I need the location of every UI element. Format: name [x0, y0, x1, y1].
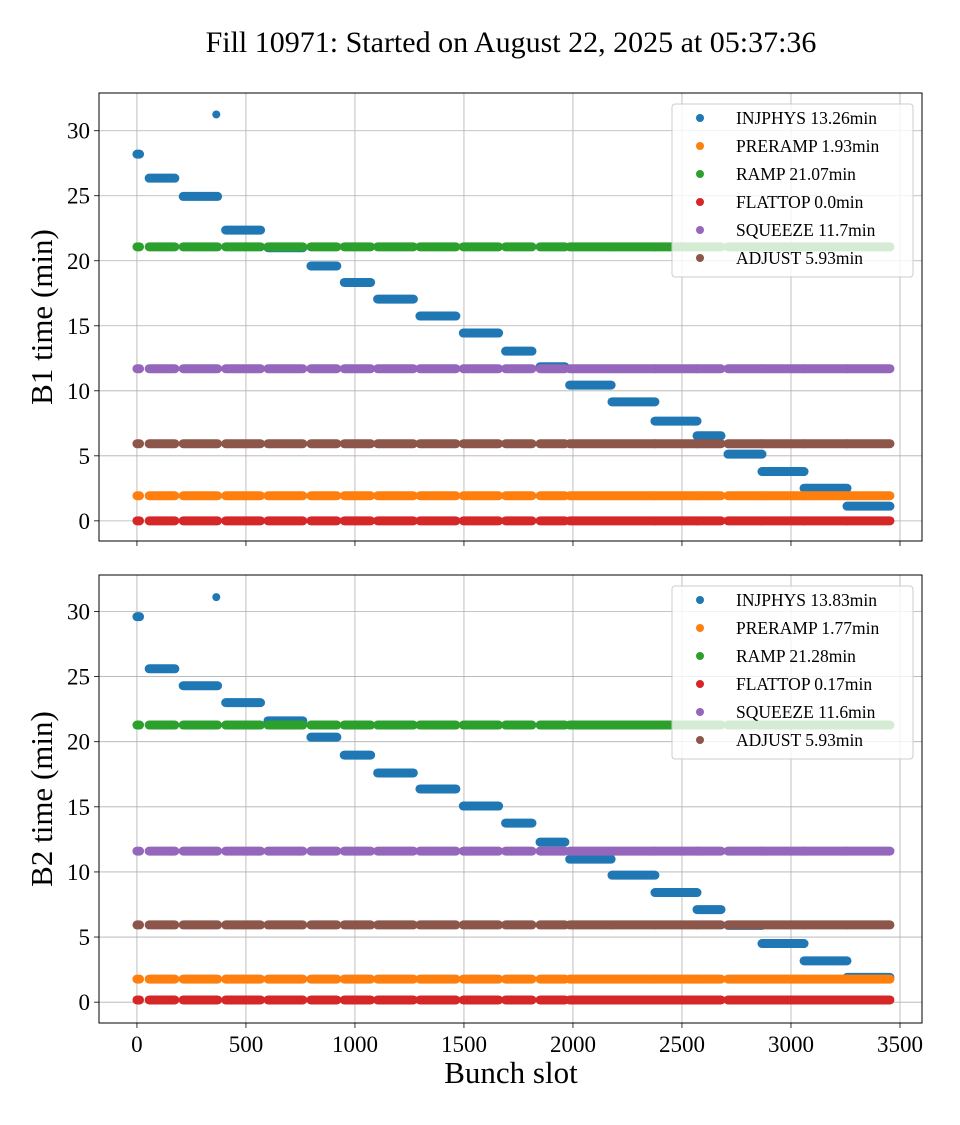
legend-marker: [696, 680, 704, 688]
legend-label: SQUEEZE 11.7min: [736, 220, 876, 240]
legend-label: PRERAMP 1.77min: [736, 618, 880, 638]
data-point: [212, 110, 221, 119]
y-tick-label: 10: [67, 379, 90, 404]
legend-label: FLATTOP 0.0min: [736, 192, 864, 212]
legend-marker: [696, 736, 704, 744]
legend-marker: [696, 142, 704, 150]
legend-label: RAMP 21.28min: [736, 646, 856, 666]
y-tick-label: 25: [67, 665, 90, 690]
legend-box: [671, 585, 914, 760]
series-injphys: [132, 110, 895, 511]
b2-subplot: 0 500 1000 1500 2000 2500 3000 3500 0 5 10 15 20 25 30…: [24, 574, 923, 1057]
y-tick-label: 30: [67, 599, 90, 624]
y-tick-label: 20: [67, 730, 90, 755]
legend-label: ADJUST 5.93min: [736, 248, 863, 268]
x-axis-label: Bunch slot: [444, 1055, 578, 1090]
legend: INJPHYS 13.83min PRERAMP 1.77min RAMP 21.2…: [671, 585, 914, 760]
x-tick-label: 1000: [332, 1032, 378, 1057]
legend-label: INJPHYS 13.83min: [736, 590, 877, 610]
x-tick-label: 2000: [550, 1032, 596, 1057]
x-tick-label: 2500: [659, 1032, 705, 1057]
y-tick-label: 10: [67, 860, 90, 885]
y-tick-label: 30: [67, 119, 90, 144]
legend-box: [671, 103, 914, 278]
x-tick-label: 1500: [441, 1032, 487, 1057]
x-tick-label: 0: [131, 1032, 143, 1057]
axes-frame: [98, 92, 923, 542]
legend-marker: [696, 596, 704, 604]
y-tick-label: 20: [67, 249, 90, 274]
y-tick-label: 5: [79, 925, 91, 950]
legend-label: SQUEEZE 11.6min: [736, 702, 876, 722]
legend-marker: [696, 652, 704, 660]
legend-marker: [696, 114, 704, 122]
y-tick-label: 0: [79, 990, 91, 1015]
legend-marker: [696, 708, 704, 716]
legend-label: FLATTOP 0.17min: [736, 674, 872, 694]
y-tick-label: 15: [67, 795, 90, 820]
y-axis-label: B2 time (min): [24, 711, 59, 887]
x-tick-label: 3000: [768, 1032, 814, 1057]
x-tick-label: 500: [229, 1032, 264, 1057]
y-axis-label: B1 time (min): [24, 229, 59, 405]
data-point: [212, 593, 221, 602]
y-tick-label: 15: [67, 314, 90, 339]
legend: INJPHYS 13.26min PRERAMP 1.93min RAMP 21.0…: [671, 103, 914, 278]
legend-label: INJPHYS 13.26min: [736, 108, 877, 128]
figure-title: Fill 10971: Started on August 22, 2025 a…: [206, 26, 817, 59]
x-tick-label: 3500: [877, 1032, 923, 1057]
legend-marker: [696, 226, 704, 234]
legend-marker: [696, 198, 704, 206]
axes-frame: [98, 574, 923, 1024]
legend-label: PRERAMP 1.93min: [736, 136, 880, 156]
y-tick-label: 0: [79, 509, 91, 534]
legend-marker: [696, 624, 704, 632]
b1-subplot: 0 5 10 15 20 25 30 B1 time (min) INJPHYS 13.26mi…: [24, 92, 923, 546]
legend-label: RAMP 21.07min: [736, 164, 856, 184]
y-tick-label: 25: [67, 184, 90, 209]
legend-marker: [696, 254, 704, 262]
legend-marker: [696, 170, 704, 178]
y-tick-label: 5: [79, 444, 91, 469]
legend-label: ADJUST 5.93min: [736, 730, 863, 750]
